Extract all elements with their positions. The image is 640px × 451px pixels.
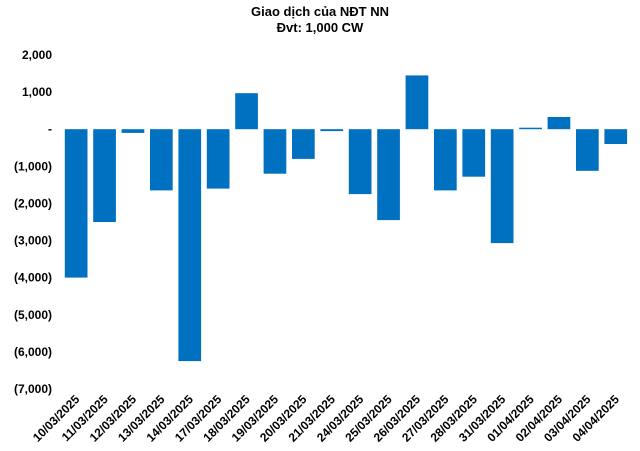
bar bbox=[64, 129, 88, 278]
bar bbox=[576, 129, 599, 171]
bar bbox=[462, 129, 486, 177]
y-tick-label: (2,000) bbox=[14, 196, 52, 210]
y-tick-label: (1,000) bbox=[14, 159, 52, 173]
bar bbox=[490, 129, 514, 244]
bar bbox=[320, 129, 344, 132]
bar bbox=[235, 93, 258, 130]
bar bbox=[206, 129, 230, 189]
bar bbox=[604, 129, 628, 144]
y-tick-label: (3,000) bbox=[14, 234, 52, 248]
y-tick-label: (6,000) bbox=[14, 345, 52, 359]
y-tick-label: - bbox=[48, 122, 52, 136]
bar bbox=[178, 129, 202, 362]
y-tick-label: (4,000) bbox=[14, 271, 52, 285]
bar bbox=[121, 129, 145, 133]
bar bbox=[405, 75, 429, 130]
y-tick-label: 2,000 bbox=[22, 48, 52, 62]
bar bbox=[263, 129, 287, 174]
y-tick-label: 1,000 bbox=[22, 85, 52, 99]
bar bbox=[150, 129, 173, 191]
bar bbox=[93, 129, 116, 222]
bar bbox=[292, 129, 315, 159]
bar bbox=[547, 117, 571, 130]
bar bbox=[434, 129, 457, 191]
y-tick-label: (5,000) bbox=[14, 308, 52, 322]
chart-subtitle: Đvt: 1,000 CW bbox=[276, 20, 364, 35]
bar bbox=[377, 129, 400, 221]
bar bbox=[348, 129, 372, 195]
bar bbox=[519, 127, 542, 130]
chart-title: Giao dịch của NĐT NN bbox=[251, 4, 389, 19]
y-tick-label: (7,000) bbox=[14, 382, 52, 396]
